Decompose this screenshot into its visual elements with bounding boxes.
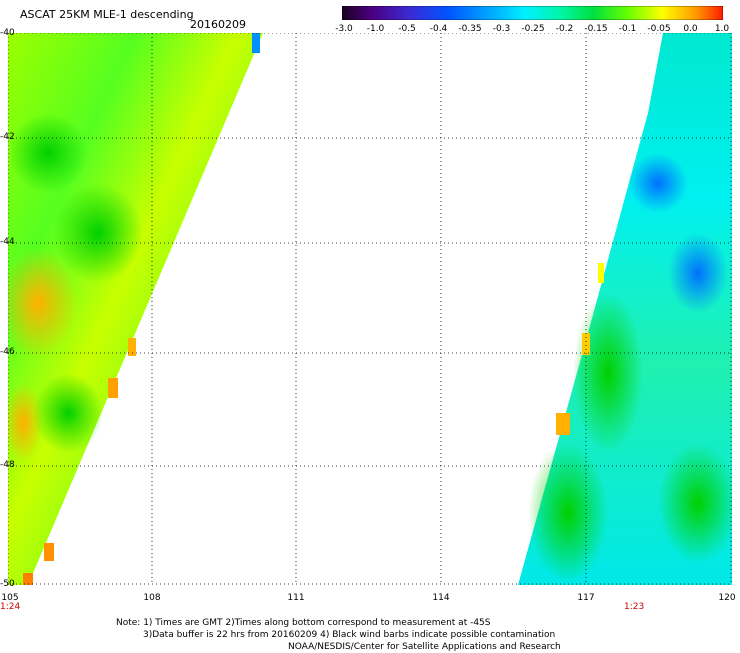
lat-label-40: -40 (0, 28, 15, 38)
right-pass-time: 1:23 (624, 602, 645, 612)
colorbar-label: -0.5 (398, 24, 416, 34)
colorbar-label: -3.0 (335, 24, 353, 34)
grid (8, 33, 732, 585)
colorbar-label: -0.15 (584, 24, 608, 34)
footnotes: Note: 1) Times are GMT 2)Times along bot… (116, 617, 561, 653)
left-pass-time: 1:24 (0, 602, 21, 612)
colorbar-label: -0.3 (492, 24, 511, 34)
colorbar-label: -0.4 (429, 24, 448, 34)
right-swath (518, 33, 732, 585)
colorbar-label: -0.2 (555, 24, 574, 34)
lat-label-42: -42 (0, 132, 15, 142)
note-line-3: NOAA/NESDIS/Center for Satellite Applica… (288, 642, 561, 652)
colorbar-label: -0.35 (458, 24, 482, 34)
colorbar-label: 1.0 (714, 24, 730, 34)
lon-label-108: 108 (143, 593, 161, 603)
note-line-1: Note: 1) Times are GMT 2)Times along bot… (116, 618, 491, 628)
colorbar-label: 0.0 (683, 24, 698, 34)
lon-label-105: 105 (1, 593, 19, 603)
lon-label-117: 117 (577, 593, 595, 603)
lat-label-48: -48 (0, 460, 15, 470)
colorbar (342, 6, 723, 20)
lat-label-50: -50 (0, 579, 15, 589)
colorbar-labels: -3.0 -1.0 -0.5 -0.4 -0.35 -0.3 -0.25 -0.2 -0.15-… (330, 24, 730, 36)
lon-label-114: 114 (432, 593, 450, 603)
lon-label-111: 111 (287, 593, 305, 603)
lat-label-46: -46 (0, 347, 15, 357)
map-plot (8, 33, 732, 585)
colorbar-label: -0.25 (521, 24, 545, 34)
colorbar-label: -1.0 (366, 24, 385, 34)
colorbar-label: -0.05 (647, 24, 671, 34)
note-line-2: 3)Data buffer is 22 hrs from 20160209 4)… (143, 630, 556, 640)
map-date: 20160209 (190, 18, 246, 31)
map-title: ASCAT 25KM MLE-1 descending (20, 8, 194, 21)
colorbar-label: -0.1 (618, 24, 637, 34)
left-swath (8, 33, 263, 585)
lon-label-120: 120 (718, 593, 736, 603)
lat-label-44: -44 (0, 237, 15, 247)
